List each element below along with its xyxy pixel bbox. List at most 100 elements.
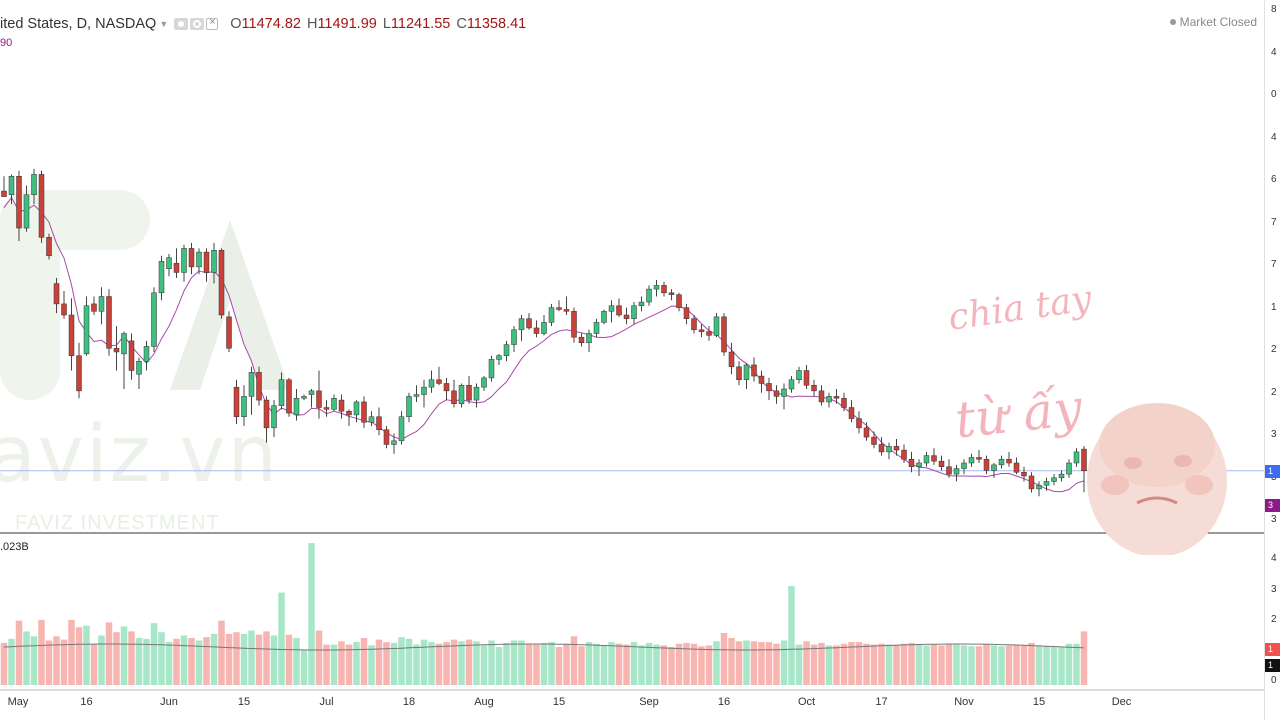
watermark-company: FAVIZ INVESTMENT xyxy=(15,512,220,534)
price-axis-label: 6 xyxy=(1271,174,1277,185)
price-axis[interactable] xyxy=(1264,0,1280,720)
candle-body xyxy=(46,237,52,257)
candle-body xyxy=(1036,484,1042,490)
time-axis-label: Aug xyxy=(474,696,494,708)
volume-badge: 1 xyxy=(1265,643,1280,656)
volume-bar xyxy=(1073,643,1080,685)
gear-icon[interactable] xyxy=(190,18,205,30)
price-axis-label: 0 xyxy=(1271,89,1277,100)
volume-bar xyxy=(368,645,375,685)
candle-body xyxy=(511,329,517,345)
candle-body xyxy=(848,407,855,419)
volume-bar xyxy=(615,643,623,685)
volume-bar xyxy=(690,643,698,685)
volume-bar xyxy=(443,642,450,685)
volume-bar xyxy=(1020,645,1028,685)
candle-body xyxy=(211,250,217,273)
volume-bar xyxy=(68,619,75,685)
candle-body xyxy=(158,261,165,294)
candle-body xyxy=(788,379,795,390)
candle-body xyxy=(953,468,960,475)
volume-bar xyxy=(960,645,968,685)
candle-body xyxy=(473,386,480,401)
candle-body xyxy=(466,385,472,401)
candle-body xyxy=(803,370,810,386)
volume-bar xyxy=(885,644,893,685)
candle-body xyxy=(38,174,45,238)
candle-body xyxy=(128,340,135,371)
volume-bar xyxy=(773,643,780,685)
candle-body xyxy=(728,351,735,368)
volume-bar xyxy=(765,642,773,685)
candle-body xyxy=(653,285,660,290)
candle-body xyxy=(331,398,337,410)
volume-bar xyxy=(450,639,458,685)
candle-body xyxy=(278,379,285,406)
candle-body xyxy=(323,407,330,410)
baby-image xyxy=(1075,385,1235,557)
candle-body xyxy=(241,396,247,417)
volume-bar xyxy=(285,634,293,685)
volume-bar xyxy=(825,645,833,685)
price-axis-label: 2 xyxy=(1271,344,1277,355)
volume-bar xyxy=(863,643,870,685)
volume-bar xyxy=(8,638,15,685)
price-axis-label: 7 xyxy=(1271,259,1277,270)
volume-bar xyxy=(990,645,998,685)
price-axis-label: 1 xyxy=(1271,301,1277,313)
volume-bar xyxy=(570,636,578,685)
close-icon[interactable] xyxy=(206,16,219,30)
volume-bar xyxy=(0,642,8,685)
candle-body xyxy=(818,390,825,403)
volume-bar xyxy=(83,625,90,685)
low-key: L xyxy=(382,16,391,32)
volume-bar xyxy=(870,644,878,685)
candle-body xyxy=(271,405,277,429)
candle-body xyxy=(421,386,427,395)
chevron-down-icon[interactable]: ▼ xyxy=(159,19,169,29)
volume-bar xyxy=(720,633,728,685)
volume-bar xyxy=(563,643,570,685)
price-axis-label: 3 xyxy=(1271,514,1277,525)
volume-bar xyxy=(930,644,938,685)
volume-bar xyxy=(60,639,68,685)
volume-bar xyxy=(30,636,38,685)
volume-bar xyxy=(758,642,765,685)
time-axis-label: 16 xyxy=(80,696,93,708)
candle-body xyxy=(548,307,555,323)
status-dot-icon xyxy=(1169,19,1176,25)
volume-bar xyxy=(833,645,840,685)
volume-bar xyxy=(188,637,195,685)
candle-body xyxy=(188,248,195,268)
volume-bar xyxy=(480,645,488,685)
candle-body xyxy=(713,316,720,336)
candle-body xyxy=(368,416,375,423)
candle-body xyxy=(151,292,157,347)
candle-body xyxy=(503,344,510,356)
candle-body xyxy=(1081,448,1087,472)
volume-bar xyxy=(923,645,930,685)
candle-body xyxy=(668,292,675,295)
volume-bar xyxy=(293,637,300,685)
volume-bar xyxy=(818,642,825,685)
eye-icon[interactable] xyxy=(174,18,189,30)
candle-body xyxy=(533,327,540,334)
candle-body xyxy=(106,296,112,349)
symbol-title[interactable]: ited States, D, NASDAQ xyxy=(0,16,157,32)
volume-bar xyxy=(270,635,278,685)
market-status: Market Closed xyxy=(1169,15,1257,29)
candle-body xyxy=(706,331,712,336)
candle-body xyxy=(91,303,97,312)
volume-bar xyxy=(945,643,953,685)
close-key: C xyxy=(456,16,467,32)
volume-bar xyxy=(1005,645,1013,685)
volume-bar xyxy=(1035,645,1043,685)
volume-bar xyxy=(165,642,173,685)
volume-bar xyxy=(248,630,255,685)
candle-body xyxy=(226,316,232,349)
candle-body xyxy=(856,418,862,429)
candle-body xyxy=(31,174,37,195)
volume-bar xyxy=(953,644,960,685)
